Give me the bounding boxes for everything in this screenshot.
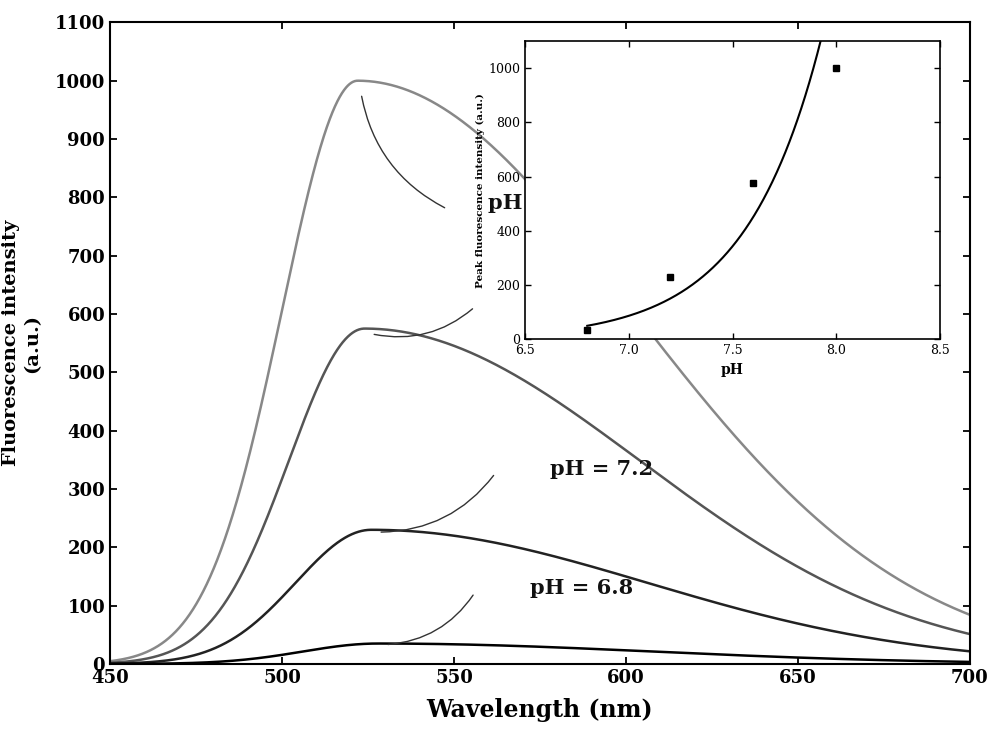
X-axis label: pH: pH [721,363,744,377]
X-axis label: Wavelength (nm): Wavelength (nm) [427,698,653,722]
Y-axis label: Peak fluorescence intensity (a.u.): Peak fluorescence intensity (a.u.) [476,93,485,288]
Y-axis label: Fluorescence intensity
(a.u.): Fluorescence intensity (a.u.) [2,220,41,466]
Text: pH = 7.2: pH = 7.2 [550,459,653,478]
Text: pH = 8.0: pH = 8.0 [488,193,591,213]
Text: pH = 7.6: pH = 7.6 [530,292,633,313]
Text: pH = 6.8: pH = 6.8 [530,578,633,598]
